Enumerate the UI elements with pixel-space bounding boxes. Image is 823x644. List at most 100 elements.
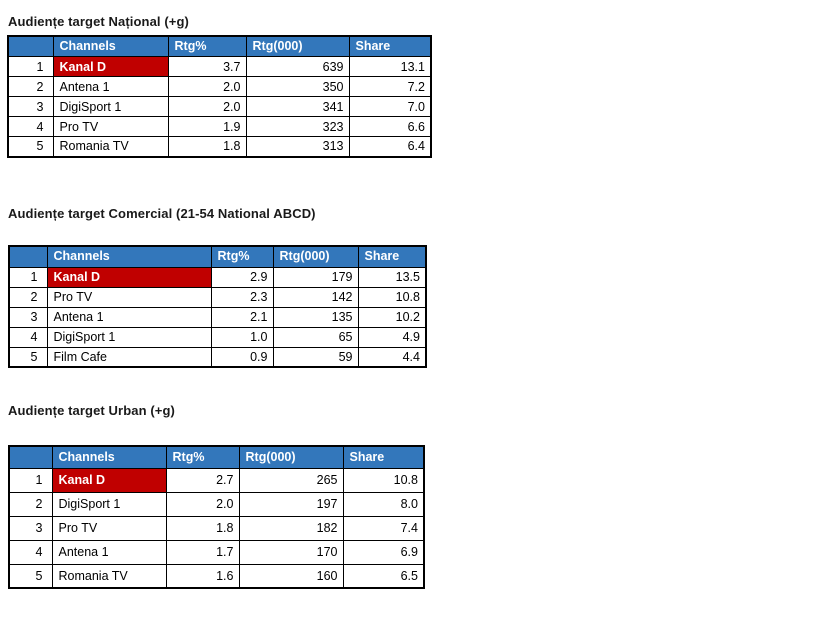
rtg-000-cell: 350: [245, 76, 350, 97]
channel-cell: DigiSport 1: [52, 96, 169, 117]
table-row: 4 Pro TV 1.9 323 6.6: [7, 116, 432, 137]
rtg-pct-cell: 1.0: [210, 326, 274, 348]
header-rtg-000: Rtg(000): [245, 35, 350, 57]
channel-cell: Pro TV: [46, 286, 212, 308]
table-row: 4 Antena 1 1.7 170 6.9: [8, 539, 425, 565]
share-cell: 13.5: [357, 266, 427, 288]
channel-cell: Antena 1: [46, 306, 212, 328]
rtg-pct-cell: 2.9: [210, 266, 274, 288]
rtg-pct-cell: 2.7: [165, 467, 240, 493]
header-rtg-pct: Rtg%: [210, 245, 274, 268]
rtg-000-cell: 170: [238, 539, 344, 565]
table-row: 3 Antena 1 2.1 135 10.2: [8, 306, 427, 328]
section-title-urban: Audiențe target Urban (+g): [8, 403, 175, 418]
section-title-comercial: Audiențe target Comercial (21-54 Nationa…: [8, 206, 316, 221]
audience-table-comercial: Channels Rtg% Rtg(000) Share 1 Kanal D 2.9…: [8, 245, 427, 368]
channel-cell: Antena 1: [51, 539, 167, 565]
rtg-000-cell: 59: [272, 346, 359, 368]
header-rank: [8, 445, 53, 469]
header-rank: [8, 245, 48, 268]
table-row: 5 Romania TV 1.8 313 6.4: [7, 136, 432, 157]
header-share: Share: [357, 245, 427, 268]
share-cell: 6.9: [342, 539, 425, 565]
rank-cell: 1: [8, 467, 53, 493]
rank-cell: 5: [7, 136, 54, 157]
table-row: 5 Film Cafe 0.9 59 4.4: [8, 346, 427, 368]
channel-cell: DigiSport 1: [46, 326, 212, 348]
header-rtg-pct: Rtg%: [167, 35, 247, 57]
rtg-000-cell: 323: [245, 116, 350, 137]
header-channels: Channels: [52, 35, 169, 57]
share-cell: 10.8: [357, 286, 427, 308]
rtg-000-cell: 197: [238, 491, 344, 517]
table-row: 1 Kanal D 2.9 179 13.5: [8, 266, 427, 288]
rank-cell: 2: [7, 76, 54, 97]
rank-cell: 2: [8, 286, 48, 308]
header-share: Share: [348, 35, 432, 57]
channel-cell: Antena 1: [52, 76, 169, 97]
share-cell: 4.4: [357, 346, 427, 368]
rtg-pct-cell: 2.0: [167, 76, 247, 97]
share-cell: 10.8: [342, 467, 425, 493]
table-row: 1 Kanal D 3.7 639 13.1: [7, 56, 432, 77]
rtg-pct-cell: 2.0: [165, 491, 240, 517]
header-row: Channels Rtg% Rtg(000) Share: [8, 445, 425, 469]
rtg-pct-cell: 2.0: [167, 96, 247, 117]
highlighted-channel-cell: Kanal D: [52, 56, 169, 77]
channel-cell: Romania TV: [51, 563, 167, 589]
rtg-000-cell: 313: [245, 136, 350, 157]
rtg-pct-cell: 3.7: [167, 56, 247, 77]
channel-cell: DigiSport 1: [51, 491, 167, 517]
highlighted-channel-cell: Kanal D: [51, 467, 167, 493]
header-channels: Channels: [51, 445, 167, 469]
channel-cell: Pro TV: [51, 515, 167, 541]
table-row: 4 DigiSport 1 1.0 65 4.9: [8, 326, 427, 348]
highlighted-channel-cell: Kanal D: [46, 266, 212, 288]
table-row: 2 Pro TV 2.3 142 10.8: [8, 286, 427, 308]
header-rtg-000: Rtg(000): [238, 445, 344, 469]
header-row: Channels Rtg% Rtg(000) Share: [7, 35, 432, 57]
audience-table-national: Channels Rtg% Rtg(000) Share 1 Kanal D 3.7…: [7, 35, 432, 158]
rtg-pct-cell: 0.9: [210, 346, 274, 368]
share-cell: 7.0: [348, 96, 432, 117]
header-row: Channels Rtg% Rtg(000) Share: [8, 245, 427, 268]
rtg-000-cell: 265: [238, 467, 344, 493]
rank-cell: 1: [8, 266, 48, 288]
rank-cell: 4: [8, 326, 48, 348]
share-cell: 4.9: [357, 326, 427, 348]
rtg-pct-cell: 2.1: [210, 306, 274, 328]
share-cell: 7.4: [342, 515, 425, 541]
rtg-pct-cell: 1.9: [167, 116, 247, 137]
rtg-pct-cell: 2.3: [210, 286, 274, 308]
share-cell: 10.2: [357, 306, 427, 328]
rtg-pct-cell: 1.8: [165, 515, 240, 541]
rtg-000-cell: 142: [272, 286, 359, 308]
rank-cell: 3: [8, 306, 48, 328]
header-rtg-pct: Rtg%: [165, 445, 240, 469]
share-cell: 6.6: [348, 116, 432, 137]
share-cell: 6.5: [342, 563, 425, 589]
share-cell: 7.2: [348, 76, 432, 97]
rank-cell: 3: [8, 515, 53, 541]
rtg-pct-cell: 1.7: [165, 539, 240, 565]
rank-cell: 3: [7, 96, 54, 117]
rtg-000-cell: 182: [238, 515, 344, 541]
table-row: 1 Kanal D 2.7 265 10.8: [8, 467, 425, 493]
table-row: 3 Pro TV 1.8 182 7.4: [8, 515, 425, 541]
channel-cell: Romania TV: [52, 136, 169, 157]
rtg-000-cell: 65: [272, 326, 359, 348]
share-cell: 8.0: [342, 491, 425, 517]
rank-cell: 5: [8, 346, 48, 368]
audience-table-urban: Channels Rtg% Rtg(000) Share 1 Kanal D 2.7…: [8, 445, 425, 589]
table-row: 3 DigiSport 1 2.0 341 7.0: [7, 96, 432, 117]
section-title-national: Audiențe target Național (+g): [8, 14, 189, 29]
share-cell: 6.4: [348, 136, 432, 157]
header-channels: Channels: [46, 245, 212, 268]
table-row: 2 Antena 1 2.0 350 7.2: [7, 76, 432, 97]
header-share: Share: [342, 445, 425, 469]
rank-cell: 1: [7, 56, 54, 77]
rtg-000-cell: 341: [245, 96, 350, 117]
rtg-pct-cell: 1.8: [167, 136, 247, 157]
rtg-000-cell: 639: [245, 56, 350, 77]
rank-cell: 2: [8, 491, 53, 517]
